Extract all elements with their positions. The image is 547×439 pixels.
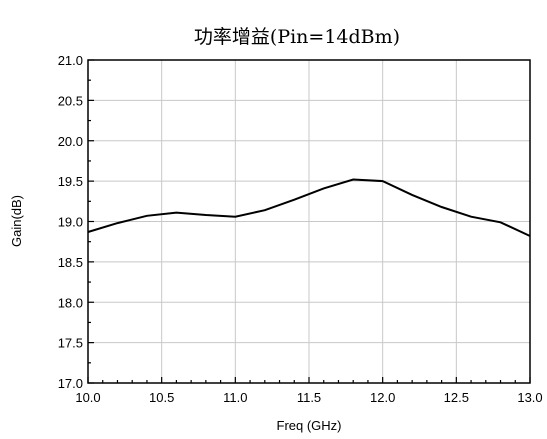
y-tick-label: 20.5 [58,93,83,108]
x-tick-labels: 10.0 10.5 11.0 11.5 12.0 12.5 13.0 [75,390,542,405]
series-group [87,178,531,237]
x-tick-label: 13.0 [517,390,542,405]
x-tick-label: 11.5 [297,390,321,405]
x-axis-label: Freq (GHz) [277,418,342,433]
y-tick-label: 19.0 [58,215,83,230]
y-tick-label: 17.5 [58,336,83,351]
y-tick-label: 18.0 [58,295,83,310]
chart-title: 功率增益(Pin=14dBm) [194,26,400,48]
ticks [87,59,531,384]
y-axis-label: Gain(dB) [9,195,24,247]
y-tick-label: 20.0 [58,134,83,149]
y-tick-label: 21.0 [58,53,83,68]
y-tick-label: 19.5 [58,174,83,189]
y-tick-labels: 17.0 17.5 18.0 18.5 19.0 19.5 20.0 20.5 21.0 [58,53,83,391]
x-tick-label: 12.5 [444,390,469,405]
y-tick-label: 18.5 [58,255,83,270]
gridlines [88,60,530,383]
x-tick-label: 11.0 [223,390,247,405]
x-tick-label: 10.0 [75,390,100,405]
x-tick-label: 12.0 [370,390,395,405]
x-tick-label: 10.5 [149,390,174,405]
y-tick-label: 17.0 [58,376,83,391]
series-line [87,178,531,237]
